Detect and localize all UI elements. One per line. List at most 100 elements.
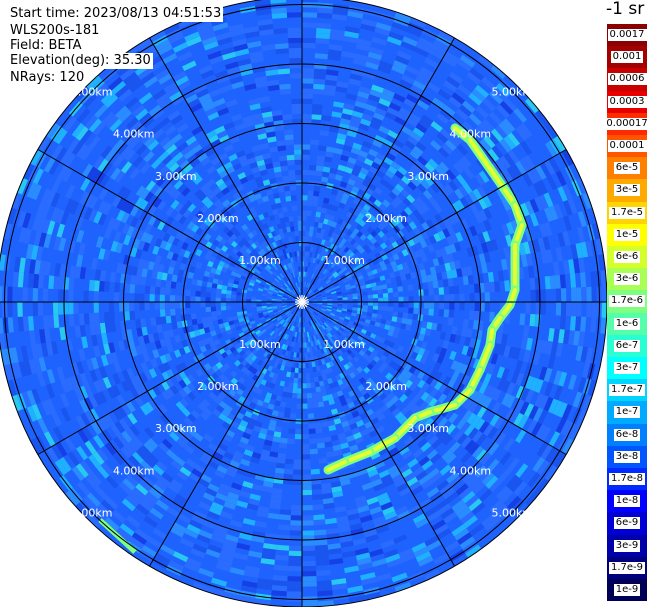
range-gate — [52, 426, 65, 442]
range-gate — [290, 520, 302, 526]
range-gate — [275, 395, 282, 402]
range-gate — [322, 336, 327, 342]
range-gate — [327, 282, 333, 287]
range-gate — [341, 276, 348, 282]
range-gate — [183, 444, 195, 455]
range-gate — [297, 287, 300, 293]
range-gate — [283, 386, 289, 393]
range-gate — [434, 346, 443, 355]
range-gate — [490, 65, 507, 80]
range-gate — [327, 219, 333, 227]
range-gate — [249, 161, 258, 170]
range-gate — [391, 21, 408, 32]
range-gate — [397, 312, 404, 318]
range-gate — [175, 401, 185, 411]
range-gate — [11, 192, 22, 210]
range-gate — [266, 296, 272, 299]
range-gate — [277, 316, 283, 322]
range-gate — [494, 281, 500, 292]
range-gate — [114, 421, 126, 434]
range-gate — [289, 325, 293, 331]
range-gate — [369, 46, 384, 56]
range-gate — [220, 548, 235, 558]
range-gate — [324, 263, 329, 270]
range-gate — [237, 314, 244, 320]
range-gate — [104, 312, 110, 323]
range-gate — [305, 287, 308, 293]
range-gate — [198, 567, 214, 578]
range-gate — [289, 292, 295, 296]
range-gate — [348, 595, 366, 604]
range-gate — [499, 489, 514, 504]
range-gate — [280, 320, 285, 325]
range-gate — [142, 495, 156, 508]
range-gate — [296, 332, 299, 338]
range-gate — [209, 341, 216, 349]
range-gate — [93, 291, 99, 302]
range-gate — [80, 177, 91, 192]
range-gate — [459, 293, 465, 302]
range-gate — [363, 529, 378, 538]
range-gate — [310, 314, 314, 320]
range-gate — [259, 142, 270, 150]
range-gate — [79, 324, 87, 337]
range-gate — [298, 266, 301, 272]
range-gate — [305, 311, 308, 317]
range-gate — [174, 75, 189, 87]
range-gate — [371, 558, 387, 568]
range-gate — [197, 402, 207, 412]
range-gate — [377, 306, 384, 311]
range-gate — [439, 128, 452, 140]
range-gate — [390, 395, 400, 404]
range-gate — [420, 179, 431, 190]
range-rings-and-radials — [0, 0, 607, 607]
range-gate — [58, 276, 65, 290]
range-gate — [284, 216, 290, 223]
range-gate — [474, 380, 484, 392]
range-gate — [32, 168, 44, 185]
range-gate — [250, 340, 257, 347]
range-gate — [352, 248, 359, 255]
range-gate — [207, 212, 216, 221]
range-gate — [316, 585, 333, 592]
range-gate — [36, 371, 46, 387]
range-gate — [163, 183, 174, 194]
range-gate — [365, 408, 374, 417]
range-gate — [125, 474, 139, 488]
range-gate — [302, 119, 312, 125]
range-gate — [245, 349, 252, 356]
range-gate — [227, 282, 234, 288]
range-gate — [325, 346, 330, 352]
range-gate — [256, 304, 262, 307]
range-gate — [370, 316, 377, 322]
range-gate — [296, 403, 302, 409]
range-gate — [236, 311, 243, 316]
range-gate — [269, 382, 276, 389]
range-gate — [200, 286, 207, 292]
range-gate — [341, 113, 352, 121]
range-gate — [263, 345, 270, 352]
range-gate — [191, 215, 200, 225]
range-gate — [313, 318, 317, 324]
range-gate — [472, 320, 479, 330]
range-gate — [284, 360, 290, 367]
range-gate — [467, 275, 474, 285]
range-gate — [563, 215, 573, 231]
range-gate — [143, 441, 155, 453]
range-gate — [265, 392, 273, 399]
range-gate — [461, 120, 475, 134]
range-gate — [436, 132, 449, 144]
range-gate — [271, 325, 277, 331]
range-gate — [288, 274, 292, 280]
range-gate — [356, 230, 364, 238]
range-gate — [33, 231, 42, 246]
range-gate — [273, 166, 282, 173]
range-gate — [412, 448, 424, 459]
range-gate — [302, 98, 313, 104]
range-gate — [291, 309, 296, 314]
range-gate — [237, 154, 248, 163]
range-gate — [286, 281, 290, 287]
range-gate — [530, 167, 543, 182]
range-gate — [274, 351, 280, 358]
range-gate — [460, 511, 475, 525]
